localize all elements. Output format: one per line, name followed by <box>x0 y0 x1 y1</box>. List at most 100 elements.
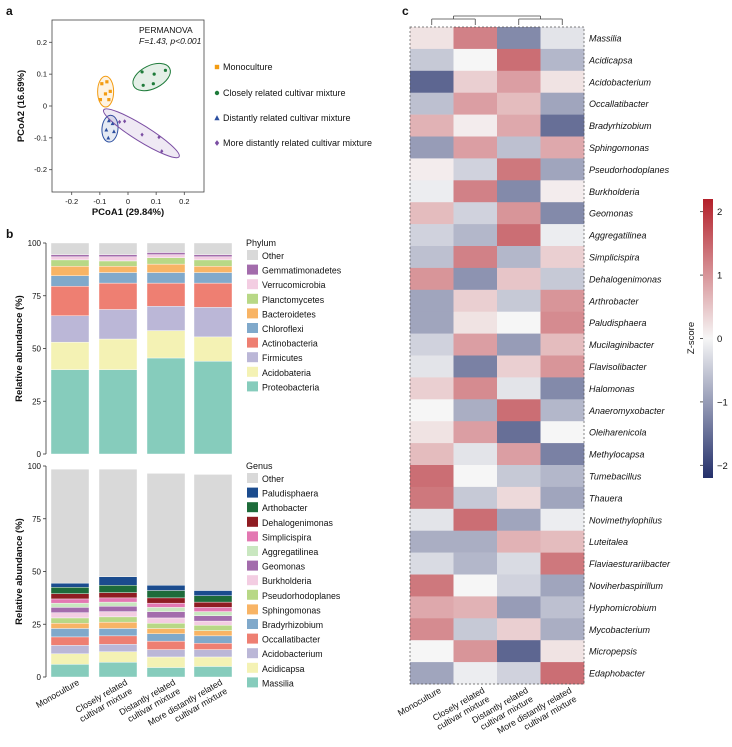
bar-y-tick-label: 0 <box>37 673 42 682</box>
row-label-aggregatilinea: Aggregatilinea <box>588 231 647 241</box>
heat-cell-mucilaginibacter-2 <box>453 333 498 356</box>
heat-cell-sphingomonas-2 <box>453 136 498 159</box>
pcoa-x-tick-label: -0.2 <box>65 197 78 206</box>
row-label-oleiharenicola: Oleiharenicola <box>589 428 647 438</box>
heat-cell-acidobacterium-3 <box>497 70 541 93</box>
bar-legend-label-firmicutes: Firmicutes <box>262 353 303 363</box>
heat-cell-edaphobacter-3 <box>497 662 541 685</box>
row-label-flaviaesturariibacter: Flaviaesturariibacter <box>589 559 671 569</box>
heat-cell-micropepsis-2 <box>453 640 498 663</box>
point-distantly-related-cultivar-mixture <box>106 135 111 140</box>
bar-segment-bacteroidetes-2 <box>98 266 138 273</box>
bar-legend-swatch-occallatibacter <box>247 633 258 644</box>
bar-segment-bacteroidetes-3 <box>146 263 186 273</box>
row-label-simplicispira: Simplicispira <box>589 252 640 262</box>
bar-segment-arthobacter-4 <box>193 595 233 603</box>
bar-segment-actinobacteria-3 <box>146 282 186 307</box>
bar-legend-swatch-firmicutes <box>247 352 258 363</box>
bar-legend-label-gemmatimonadetes: Gemmatimonadetes <box>262 266 342 276</box>
pcoa-panel: -0.2 -0.1 0 0.1 0.2 0.2 0.1 0 -0.1 -0.2 PERMANOVA… <box>16 19 372 218</box>
point-distantly-related-cultivar-mixture <box>110 121 115 126</box>
bar-segment-sphingomonas-1 <box>50 622 90 629</box>
bar-segment-actinobacteria-1 <box>50 286 90 316</box>
bar-y-tick-label: 75 <box>32 515 41 524</box>
heat-cell-pseudorhodoplanes-4 <box>540 158 585 181</box>
pcoa-y-tick-label: 0.1 <box>37 70 47 79</box>
row-label-paludisphaera: Paludisphaera <box>589 318 647 328</box>
bar-segment-other-3 <box>146 473 186 586</box>
bar-legend-label-actinobacteria: Actinobacteria <box>262 339 318 349</box>
bar-segment-verrucomicrobia-3 <box>146 254 186 258</box>
bar-segment-arthobacter-1 <box>50 587 90 594</box>
pcoa-x-tick-label: 0.2 <box>179 197 189 206</box>
bar-y-tick-label: 100 <box>28 239 42 248</box>
heat-cell-flavisolibacter-2 <box>453 355 498 378</box>
bar-segment-sphingomonas-3 <box>146 628 186 634</box>
panel-label-a: a <box>6 4 13 18</box>
row-label-tumebacillus: Tumebacillus <box>589 471 642 481</box>
bar-legend-label-pseudorhodoplanes: Pseudorhodoplanes <box>262 591 341 601</box>
bar-segment-chloroflexi-3 <box>146 272 186 284</box>
bar-y-tick-label: 0 <box>37 450 42 459</box>
bar-segment-verrucomicrobia-2 <box>98 256 138 262</box>
heat-cell-oleiharenicola-2 <box>453 421 498 444</box>
bar-segment-sphingomonas-4 <box>193 630 233 637</box>
heat-cell-novimethylophilus-1 <box>410 508 454 531</box>
bar-segment-aggregatilinea-4 <box>193 611 233 617</box>
colorbar-tick-label: −2 <box>717 461 728 472</box>
heat-cell-simplicispira-3 <box>497 246 541 269</box>
heat-cell-paludisphaera-4 <box>540 311 585 334</box>
bar-segment-planctomycetes-1 <box>50 259 90 267</box>
row-label-halomonas: Halomonas <box>589 384 635 394</box>
row-label-pseudorhodoplanes: Pseudorhodoplanes <box>589 165 670 175</box>
colorbar-tick-label: 0 <box>717 334 722 345</box>
heat-cell-flaviaesturariibacter-2 <box>453 552 498 575</box>
bar-legend-swatch-actinobacteria <box>247 337 258 348</box>
pcoa-y-tick-label: -0.2 <box>34 165 47 174</box>
heat-cell-micropepsis-4 <box>540 640 585 663</box>
heat-cell-dehalogenimonas-2 <box>453 267 498 291</box>
bar-segment-gemmatimonadetes-1 <box>50 254 90 257</box>
heat-cell-simplicispira-1 <box>410 246 454 269</box>
bar-segment-verrucomicrobia-4 <box>193 256 233 261</box>
row-label-luteitalea: Luteitalea <box>589 537 628 547</box>
pcoa-x-axis-label: PCoA1 (29.84%) <box>92 207 164 218</box>
bar-legend-label-bradyrhizobium: Bradyrhizobium <box>262 620 323 630</box>
heat-cell-methylocapsa-1 <box>410 443 454 466</box>
ellipse-more-distantly-related-cultivar-mixture <box>102 108 180 159</box>
bar-legend-swatch-verrucomicrobia <box>247 279 258 290</box>
bar-legend-title: Genus <box>246 461 273 471</box>
bar-segment-occallatibacter-4 <box>193 643 233 650</box>
heat-cell-burkholderia-4 <box>540 180 585 203</box>
bar-segment-planctomycetes-4 <box>193 259 233 267</box>
row-label-acidicapsa: Acidicapsa <box>588 55 633 65</box>
point-distantly-related-cultivar-mixture <box>106 118 111 123</box>
row-label-mycobacterium: Mycobacterium <box>589 625 651 635</box>
heat-cell-oleiharenicola-4 <box>540 421 585 444</box>
bar-y-tick-label: 25 <box>32 397 41 406</box>
bar-legend-label-verrucomicrobia: Verrucomicrobia <box>262 280 326 290</box>
point-more-distantly-related-cultivar-mixture <box>123 119 127 124</box>
heat-cell-anaeromyxobacter-3 <box>497 399 541 422</box>
row-label-novimethylophilus: Novimethylophilus <box>589 515 663 525</box>
pcoa-legend: Monoculture Closely related cultivar mixt… <box>214 62 372 148</box>
pcoa-ellipses <box>97 62 180 159</box>
heat-cell-acidicapsa-4 <box>540 48 585 72</box>
bar-segment-actinobacteria-2 <box>98 282 138 310</box>
heat-cell-arthrobacter-2 <box>453 289 498 312</box>
heat-cell-luteitalea-2 <box>453 530 498 553</box>
colorbar-tick-label: 1 <box>717 271 722 282</box>
heat-cell-micropepsis-3 <box>497 640 541 663</box>
pcoa-x-tick-label: 0.1 <box>151 197 161 206</box>
heat-cell-pseudorhodoplanes-2 <box>453 158 498 181</box>
bar-legend-label-dehalogenimonas: Dehalogenimonas <box>262 518 334 528</box>
bar-legend-swatch-dehalogenimonas <box>247 516 258 527</box>
bar-segment-arthobacter-3 <box>146 590 186 599</box>
heat-cell-pseudorhodoplanes-1 <box>410 158 454 181</box>
bar-legend-title: Phylum <box>246 238 276 248</box>
bar-segment-paludisphaera-4 <box>193 590 233 596</box>
heatmap-row-labels: Massilia Acidicapsa Acidobacterium Occallat… <box>588 33 671 678</box>
bar-segment-dehalogenimonas-4 <box>193 601 233 608</box>
bar-segment-paludisphaera-3 <box>146 585 186 591</box>
